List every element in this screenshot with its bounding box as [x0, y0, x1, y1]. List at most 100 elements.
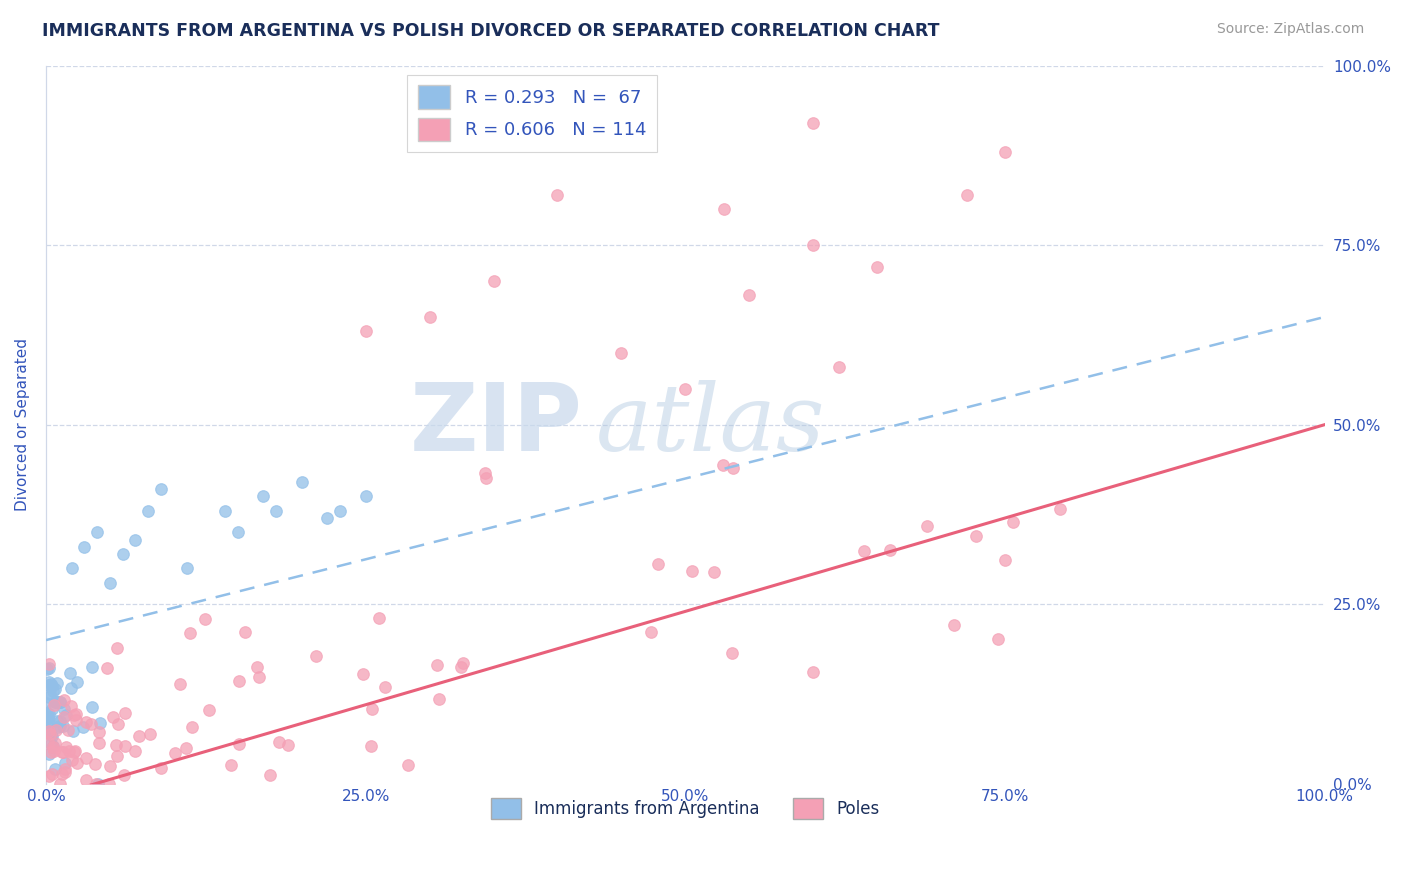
- Point: [35, 663, 58, 677]
- Point: [169, 677, 191, 691]
- Point: [48, 694, 70, 708]
- Point: [49, 695, 72, 709]
- Point: [124, 533, 146, 547]
- Point: [84, 756, 107, 771]
- Point: [44, 681, 66, 696]
- Point: [852, 544, 875, 558]
- Point: [58, 665, 80, 680]
- Point: [39, 677, 62, 691]
- Point: [63, 745, 86, 759]
- Point: [46, 720, 69, 734]
- Point: [37, 711, 59, 725]
- Point: [65, 714, 87, 728]
- Point: [987, 632, 1010, 646]
- Point: [60, 681, 83, 696]
- Point: [942, 617, 965, 632]
- Point: [801, 116, 824, 130]
- Point: [49, 694, 72, 708]
- Point: [89, 716, 111, 731]
- Point: [41, 679, 63, 693]
- Point: [38, 661, 60, 675]
- Point: [65, 706, 87, 721]
- Point: [723, 461, 745, 475]
- Point: [35, 696, 58, 710]
- Point: [38, 725, 60, 739]
- Text: atlas: atlas: [596, 380, 825, 470]
- Point: [63, 707, 86, 722]
- Point: [264, 504, 287, 518]
- Point: [84, 777, 107, 791]
- Point: [226, 525, 249, 540]
- Point: [247, 669, 270, 683]
- Point: [354, 324, 377, 338]
- Point: [180, 720, 202, 734]
- Point: [46, 696, 69, 710]
- Point: [38, 690, 60, 705]
- Point: [60, 753, 83, 767]
- Point: [38, 687, 60, 701]
- Point: [52, 693, 75, 707]
- Point: [214, 504, 236, 518]
- Point: [35, 718, 58, 732]
- Point: [801, 238, 824, 252]
- Point: [44, 695, 66, 709]
- Point: [59, 698, 82, 713]
- Point: [52, 709, 75, 723]
- Point: [105, 640, 128, 655]
- Point: [53, 764, 76, 779]
- Point: [55, 740, 77, 755]
- Point: [60, 561, 83, 575]
- Point: [965, 529, 987, 543]
- Point: [45, 695, 67, 709]
- Point: [53, 756, 76, 770]
- Point: [75, 715, 97, 730]
- Point: [42, 683, 65, 698]
- Point: [474, 466, 496, 480]
- Point: [277, 738, 299, 752]
- Point: [305, 649, 328, 664]
- Legend: Immigrants from Argentina, Poles: Immigrants from Argentina, Poles: [484, 791, 886, 826]
- Point: [426, 657, 449, 672]
- Point: [55, 708, 77, 723]
- Point: [105, 748, 128, 763]
- Point: [53, 762, 76, 776]
- Point: [610, 346, 633, 360]
- Point: [316, 511, 339, 525]
- Point: [801, 665, 824, 679]
- Point: [101, 710, 124, 724]
- Point: [44, 762, 66, 776]
- Text: Source: ZipAtlas.com: Source: ZipAtlas.com: [1216, 22, 1364, 37]
- Point: [46, 676, 69, 690]
- Point: [396, 758, 419, 772]
- Point: [80, 717, 103, 731]
- Point: [866, 260, 889, 274]
- Point: [49, 777, 72, 791]
- Point: [360, 702, 382, 716]
- Point: [38, 657, 60, 672]
- Point: [63, 744, 86, 758]
- Point: [82, 700, 104, 714]
- Point: [647, 557, 669, 571]
- Point: [246, 660, 269, 674]
- Point: [419, 310, 441, 324]
- Point: [427, 691, 450, 706]
- Point: [329, 504, 352, 518]
- Point: [374, 680, 396, 694]
- Point: [546, 187, 568, 202]
- Point: [711, 458, 734, 472]
- Point: [49, 719, 72, 733]
- Point: [111, 547, 134, 561]
- Point: [114, 739, 136, 753]
- Point: [52, 745, 75, 759]
- Point: [879, 543, 901, 558]
- Point: [673, 382, 696, 396]
- Point: [58, 743, 80, 757]
- Point: [75, 772, 97, 787]
- Point: [52, 719, 75, 733]
- Point: [150, 761, 173, 775]
- Text: ZIP: ZIP: [411, 379, 583, 471]
- Point: [179, 625, 201, 640]
- Point: [136, 504, 159, 518]
- Point: [738, 288, 761, 302]
- Point: [80, 660, 103, 674]
